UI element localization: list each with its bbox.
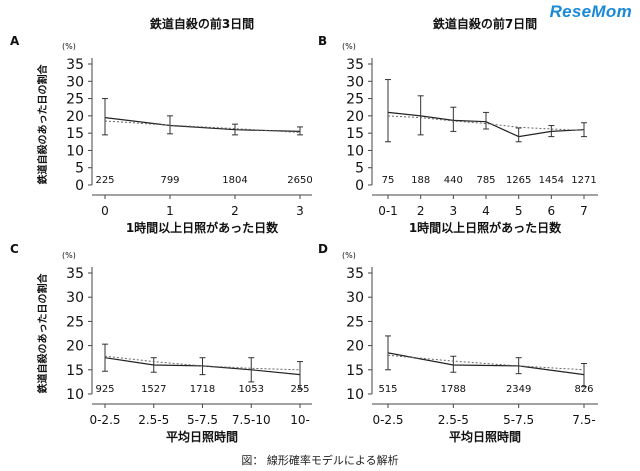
n-count-label: 1788 [441,384,466,395]
y-tick-label: 5 [75,161,84,177]
n-count-label: 2349 [506,384,531,395]
y-tick-label: 15 [66,126,84,142]
x-tick-label: 5-7.5 [503,413,534,427]
n-count-label: 1454 [539,175,564,186]
x-tick-label: 6 [548,204,556,218]
y-tick-label: 10 [346,143,364,159]
y-tick-label: 10 [66,143,84,159]
n-count-label: 440 [444,175,463,186]
y-tick-label: 0 [75,178,84,194]
dotted-series-line [387,354,585,371]
x-axis-label: 平均日照時間 [449,429,521,444]
figure-caption: 図： 線形確率モデルによる解析 [241,454,399,467]
x-tick-label: 10- [290,413,310,427]
y-tick-label: 20 [66,339,84,355]
y-tick-label: 20 [346,339,364,355]
x-tick-label: 7.5- [572,413,595,427]
y-tick-label: 10 [66,387,84,403]
x-axis-label: 平均日照時間 [166,429,238,444]
x-tick-label: 0-1 [378,204,398,218]
y-tick-label: 15 [66,363,84,379]
x-axis-label: 1時間以上日照があった日数 [409,220,562,235]
x-tick-label: 7.5-10 [232,413,271,427]
y-axis-label: 鉄道自殺のあった日の割合 [36,273,49,394]
panel-letter: D [318,242,328,256]
n-count-label: 925 [95,384,114,395]
panel-title: 鉄道自殺の前7日間 [433,16,537,31]
n-count-label: 75 [382,175,395,186]
n-count-label: 785 [476,175,495,186]
dotted-series-line [104,120,301,133]
y-tick-label: 30 [346,290,364,306]
y-unit-label: (%) [342,251,356,260]
y-tick-label: 30 [66,290,84,306]
y-axis-label: 鉄道自殺のあった日の割合 [36,64,49,185]
panel-letter: A [10,34,20,48]
n-count-label: 188 [411,175,430,186]
x-tick-label: 1 [166,204,174,218]
x-tick-label: 2 [231,204,239,218]
n-count-label: 826 [574,384,593,395]
x-tick-label: 0-2.5 [372,413,403,427]
dotted-series-line [387,115,585,131]
y-tick-label: 25 [66,314,84,330]
x-axis-label: 1時間以上日照があった日数 [126,220,279,235]
y-tick-label: 35 [66,266,84,282]
y-tick-label: 0 [355,178,364,194]
n-count-label: 1265 [506,175,531,186]
x-tick-label: 2 [417,204,425,218]
y-unit-label: (%) [62,251,76,260]
x-tick-label: 7 [580,204,588,218]
n-count-label: 2650 [287,175,312,186]
y-tick-label: 20 [66,109,84,125]
y-tick-label: 35 [346,266,364,282]
x-tick-label: 3 [450,204,458,218]
y-tick-label: 25 [346,314,364,330]
solid-series-line [387,352,585,376]
solid-series-line [104,117,301,132]
y-tick-label: 15 [346,126,364,142]
y-unit-label: (%) [342,42,356,51]
x-tick-label: 2.5-5 [138,413,169,427]
n-count-label: 1804 [222,175,247,186]
y-tick-label: 10 [346,387,364,403]
y-tick-label: 30 [66,74,84,90]
n-count-label: 799 [160,175,179,186]
n-count-label: 1271 [571,175,596,186]
n-count-label: 1718 [190,384,215,395]
dotted-series-line [104,355,301,371]
x-tick-label: 0-2.5 [89,413,120,427]
panel-title: 鉄道自殺の前3日間 [150,16,254,31]
x-tick-label: 5-7.5 [187,413,218,427]
y-tick-label: 25 [346,92,364,108]
y-tick-label: 25 [66,92,84,108]
panel-letter: B [318,34,327,48]
y-tick-label: 20 [346,109,364,125]
chart-panel-d: D (%) 10 15 20 25 30 35 0-2.5 515 2.5-5 1788 5-7.5 23… [318,242,598,444]
x-tick-label: 3 [296,204,304,218]
y-tick-label: 15 [346,363,364,379]
chart-panel-b: B鉄道自殺の前7日間(%)051015202530350-17521883440… [318,16,598,235]
x-tick-label: 4 [482,204,490,218]
y-tick-label: 5 [355,161,364,177]
n-count-label: 1053 [239,384,264,395]
x-tick-label: 5 [515,204,523,218]
resemom-logo: ReseMom [549,2,632,21]
x-tick-label: 0 [101,204,109,218]
chart-panel-c: C (%) 10 15 20 25 30 35 0-2.5 925 2.5-5 1527 5-7.5 17… [10,242,312,444]
n-count-label: 1527 [141,384,166,395]
y-tick-label: 30 [346,74,364,90]
y-unit-label: (%) [62,42,76,51]
n-count-label: 225 [95,175,114,186]
panel-letter: C [10,242,19,256]
x-tick-label: 2.5-5 [438,413,469,427]
chart-panel-a: A鉄道自殺の前3日間(%)051015202530350225179921804… [10,16,313,235]
y-tick-label: 35 [346,57,364,73]
y-tick-label: 35 [66,57,84,73]
n-count-label: 515 [378,384,397,395]
